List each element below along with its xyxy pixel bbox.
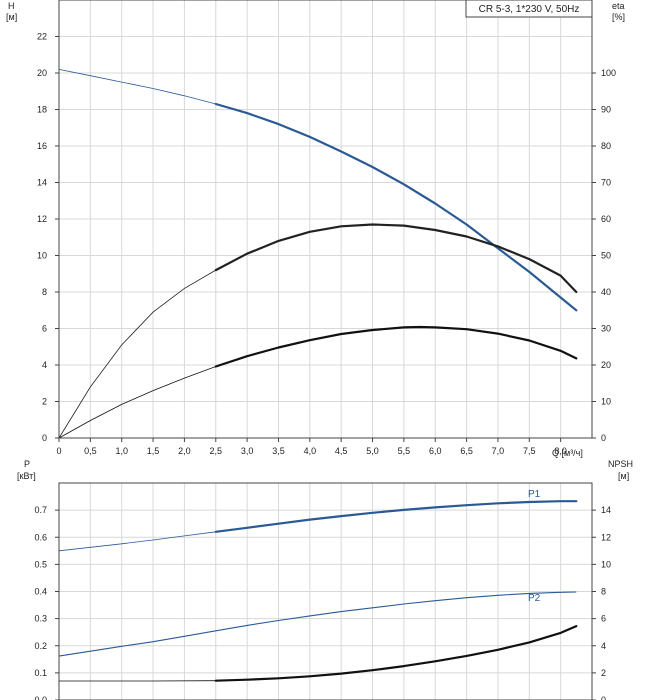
x-tick-label: 4,0	[304, 446, 317, 456]
left-tick-label: 0.4	[34, 587, 47, 597]
curve-top-0-extended	[58, 69, 216, 105]
x-tick-label: 5,0	[366, 446, 379, 456]
left-tick-label: 0.2	[34, 641, 47, 651]
x-tick-label: 7,5	[523, 446, 536, 456]
left-tick-label: 0.1	[34, 668, 47, 678]
x-tick-label: 6,5	[460, 446, 473, 456]
x-axis-label: Q [м³/ч]	[552, 448, 583, 458]
x-axis-ticks: 0 0,5 1,0 1,5 2,0 2,5 3,0 3,5 4,0 4,5 5,0 5,5 6,0 6,5…	[56, 438, 567, 456]
top-right-axis-label: eta	[612, 1, 625, 11]
curve-bot-0	[214, 500, 578, 533]
left-tick-label: 6	[42, 324, 47, 334]
left-tick-label: 2	[42, 397, 47, 407]
bottom-right-axis-unit: [м]	[618, 471, 629, 481]
x-tick-label: 1,5	[147, 446, 160, 456]
x-tick-label: 3,5	[272, 446, 285, 456]
curve-bot-1	[58, 591, 577, 657]
x-tick-label: 0,5	[84, 446, 97, 456]
right-tick-label: 0	[601, 695, 606, 700]
bottom-left-axis-ticks: 0.0 0.1 0.2 0.3 0.4 0.5 0.6 0.7	[34, 505, 59, 700]
x-tick-label: 1,0	[115, 446, 128, 456]
x-tick-label: 0	[56, 446, 61, 456]
right-tick-label: 50	[601, 251, 611, 261]
right-tick-label: 12	[601, 532, 611, 542]
right-tick-label: 100	[601, 68, 616, 78]
top-right-axis-ticks: 0 10 20 30 40 50 60 70 80 90 100	[592, 68, 616, 443]
right-tick-label: 20	[601, 360, 611, 370]
left-tick-label: 0.0	[34, 695, 47, 700]
top-left-axis-unit: [м]	[6, 12, 17, 22]
top-left-axis-label: H	[8, 1, 15, 11]
top-grid	[58, 0, 592, 439]
curve-top-2-extended	[58, 366, 216, 439]
curve-top-1	[214, 223, 578, 294]
x-tick-label: 8,0	[554, 446, 567, 456]
right-tick-label: 0	[601, 433, 606, 443]
curve-top-0	[214, 102, 578, 312]
p1-series-label: P1	[528, 489, 541, 500]
left-tick-label: 0.7	[34, 505, 47, 515]
chart-title: CR 5-3, 1*230 V, 50Hz	[479, 4, 580, 15]
left-tick-label: 16	[37, 141, 47, 151]
right-tick-label: 30	[601, 324, 611, 334]
top-left-axis-ticks: 0 2 4 6 8 10 12 14 16 18 20 22	[37, 32, 59, 443]
x-tick-label: 7,0	[492, 446, 505, 456]
right-tick-label: 2	[601, 668, 606, 678]
curve-bot-2	[214, 625, 578, 682]
x-tick-label: 5,5	[398, 446, 411, 456]
right-tick-label: 70	[601, 178, 611, 188]
left-tick-label: 0.3	[34, 614, 47, 624]
right-tick-label: 60	[601, 214, 611, 224]
right-tick-label: 10	[601, 559, 611, 569]
left-tick-label: 20	[37, 68, 47, 78]
x-tick-label: 4,5	[335, 446, 348, 456]
left-tick-label: 22	[37, 32, 47, 42]
bottom-right-axis-ticks: 0 2 4 6 8 10 12 14	[592, 505, 611, 700]
x-tick-label: 3,0	[241, 446, 254, 456]
bottom-right-axis-label: NPSH	[608, 459, 633, 469]
bottom-curves	[58, 500, 578, 682]
p2-series-label: P2	[528, 593, 541, 604]
right-tick-label: 6	[601, 614, 606, 624]
curve-bot-0-extended	[58, 531, 216, 552]
right-tick-label: 14	[601, 505, 611, 515]
left-tick-label: 0.5	[34, 559, 47, 569]
left-tick-label: 18	[37, 105, 47, 115]
bottom-left-axis-unit: [кВт]	[17, 471, 36, 481]
x-tick-label: 2,5	[210, 446, 223, 456]
left-tick-label: 0	[42, 433, 47, 443]
x-tick-label: 2,0	[178, 446, 191, 456]
left-tick-label: 14	[37, 178, 47, 188]
right-tick-label: 80	[601, 141, 611, 151]
right-tick-label: 10	[601, 397, 611, 407]
x-tick-label: 6,0	[429, 446, 442, 456]
right-tick-label: 8	[601, 587, 606, 597]
curve-top-2	[214, 325, 578, 368]
bottom-left-axis-label: P	[24, 459, 30, 469]
left-tick-label: 0.6	[34, 532, 47, 542]
right-tick-label: 40	[601, 287, 611, 297]
right-tick-label: 4	[601, 641, 606, 651]
right-tick-label: 90	[601, 105, 611, 115]
left-tick-label: 8	[42, 287, 47, 297]
top-right-axis-unit: [%]	[612, 12, 625, 22]
legend-box	[465, 0, 593, 18]
left-tick-label: 4	[42, 360, 47, 370]
top-curves	[58, 69, 578, 439]
curve-top-1-extended	[58, 269, 217, 439]
left-tick-label: 12	[37, 214, 47, 224]
left-tick-label: 10	[37, 251, 47, 261]
